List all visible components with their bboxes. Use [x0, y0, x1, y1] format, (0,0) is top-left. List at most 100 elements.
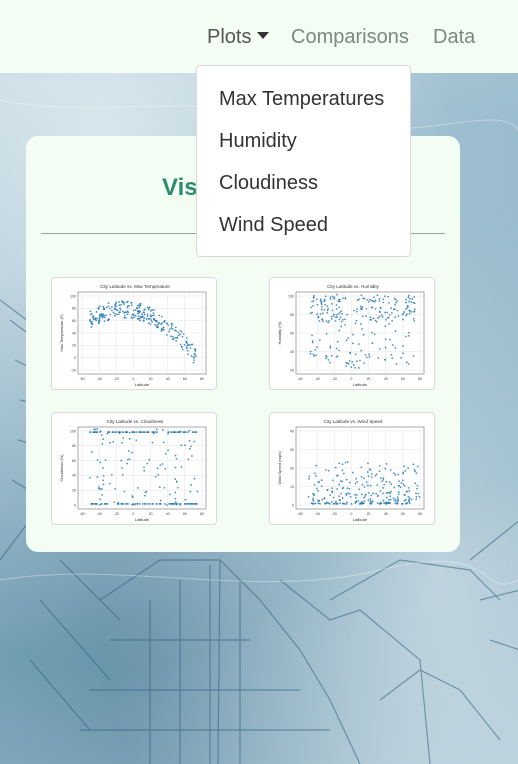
scatter-point [312, 300, 315, 302]
scatter-point [113, 501, 116, 503]
scatter-point [190, 502, 193, 505]
scatter-point [144, 494, 146, 497]
scatter-point [393, 297, 396, 300]
scatter-point [166, 504, 168, 506]
dropdown-item-cloudiness[interactable]: Cloudiness [219, 172, 318, 194]
scatter-point [407, 294, 410, 297]
scatter-point [176, 486, 179, 489]
scatter-point [377, 357, 380, 359]
scatter-point [386, 501, 389, 504]
scatter-point [394, 502, 397, 505]
scatter-point [357, 367, 360, 369]
scatter-point [313, 294, 315, 297]
x-tick-label: -20 [114, 377, 119, 381]
scatter-point [341, 312, 343, 315]
scatter-point [126, 313, 129, 316]
scatter-point [363, 362, 365, 365]
scatter-point [153, 317, 155, 320]
scatter-point [151, 309, 154, 311]
scatter-point [338, 349, 341, 352]
scatter-point [99, 487, 102, 490]
scatter-point [103, 320, 106, 323]
scatter-point [188, 448, 191, 450]
scatter-point [379, 311, 381, 314]
scatter-point [331, 487, 333, 490]
scatter-point [96, 459, 99, 461]
y-tick-label: 40 [72, 331, 76, 335]
scatter-point [321, 498, 324, 501]
nav-data-link[interactable]: Data [433, 26, 476, 48]
scatter-point [167, 449, 170, 452]
scatter-point [350, 502, 353, 505]
scatter-point [354, 493, 356, 496]
scatter-point [354, 353, 357, 356]
x-tick-label: 40 [384, 377, 388, 381]
scatter-point [144, 308, 146, 311]
scatter-point [106, 432, 109, 435]
scatter-point [318, 499, 320, 502]
scatter-point [354, 366, 356, 369]
scatter-point [161, 315, 163, 318]
scatter-point [92, 315, 95, 318]
scatter-point [330, 500, 333, 503]
scatter-point [376, 494, 379, 497]
nav-comparisons-link[interactable]: Comparisons [291, 26, 409, 48]
y-tick-label: 40 [72, 474, 76, 478]
thumbnail-humidity[interactable]: City Latitude vs. Humidity -60 -40 -20 0 20 40… [269, 277, 435, 390]
scatter-point [118, 304, 121, 307]
scatter-point [128, 437, 131, 440]
scatter-point [369, 318, 372, 321]
scatter-point [99, 313, 101, 316]
scatter-point [312, 497, 315, 500]
scatter-point [349, 352, 352, 355]
scatter-point [359, 323, 362, 325]
y-tick-label: 60 [72, 319, 76, 323]
scatter-point [376, 294, 379, 297]
nav-plots-dropdown-toggle[interactable]: Plots [207, 24, 270, 50]
scatter-point [352, 342, 354, 345]
scatter-point [367, 475, 370, 478]
scatter-point [341, 463, 344, 466]
scatter-point [164, 467, 167, 470]
scatter-point [176, 502, 179, 505]
dropdown-item-humidity[interactable]: Humidity [219, 130, 297, 152]
scatter-point [416, 465, 419, 468]
dropdown-item-max-temperatures[interactable]: Max Temperatures [219, 88, 385, 110]
scatter-point [333, 315, 335, 318]
scatter-point [326, 488, 329, 491]
scatter-point [389, 338, 391, 341]
scatter-point [99, 498, 101, 501]
scatter-point [126, 300, 129, 303]
scatter-point [319, 312, 322, 315]
y-tick-label: 0 [292, 503, 294, 507]
scatter-point [90, 502, 93, 505]
scatter-point [326, 305, 329, 308]
scatter-point [323, 497, 326, 500]
scatter-point [134, 314, 137, 317]
scatter-point [139, 310, 142, 313]
scatter-point [338, 502, 341, 505]
scatter-point [381, 480, 383, 483]
thumbnail-wind-speed[interactable]: City Latitude vs. Wind Speed -60 -40 -20 0 20… [269, 412, 435, 525]
scatter-point [113, 308, 116, 311]
x-tick-label: -40 [315, 377, 320, 381]
scatter-point [155, 502, 158, 505]
scatter-point [146, 431, 149, 434]
dropdown-item-wind-speed[interactable]: Wind Speed [219, 214, 328, 236]
thumbnail-max-temperature[interactable]: City Latitude vs. Max Temperature -60 -40 -… [51, 277, 217, 390]
scatter-point [332, 479, 334, 482]
scatter-point [354, 322, 357, 325]
y-tick-label: 40 [290, 429, 294, 433]
scatter-point [394, 500, 397, 503]
scatter-point [408, 312, 411, 315]
scatter-point [336, 293, 338, 296]
scatter-point [314, 502, 317, 505]
scatter-point [394, 347, 397, 349]
scatter-point [112, 440, 115, 443]
thumbnail-cloudiness[interactable]: City Latitude vs. Cloudiness -60 -40 -20 0 20… [51, 412, 217, 525]
scatter-point [139, 319, 141, 322]
scatter-point [357, 500, 360, 503]
scatter-point [340, 325, 343, 328]
scatter-point [131, 496, 134, 499]
scatter-point [369, 498, 372, 500]
